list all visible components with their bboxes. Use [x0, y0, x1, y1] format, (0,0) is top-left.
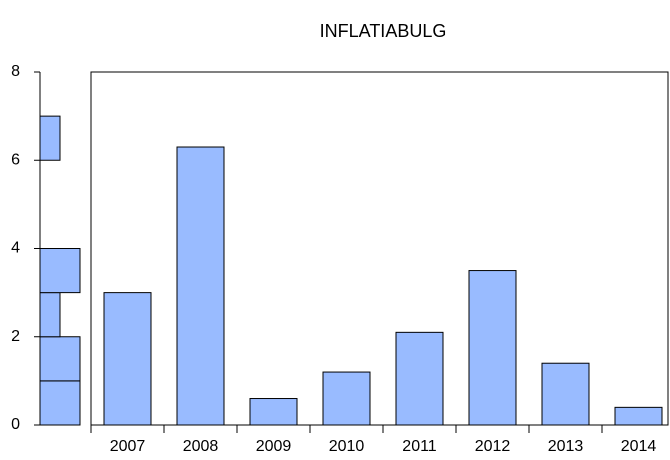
y-tick-label: 2 — [11, 328, 20, 345]
bar — [322, 371, 371, 426]
chart-title: INFLATIABULG — [320, 21, 447, 41]
x-tick-label: 2010 — [329, 438, 365, 455]
bar — [249, 398, 298, 426]
bar — [468, 270, 517, 426]
plot-frame — [90, 71, 669, 426]
bar — [541, 362, 590, 426]
y-tick-label: 8 — [11, 63, 20, 80]
bar — [614, 406, 663, 426]
x-tick-label: 2008 — [183, 438, 219, 455]
x-tick-label: 2007 — [110, 438, 146, 455]
bar — [395, 331, 444, 426]
histogram-bar — [39, 115, 61, 161]
histogram-bar — [39, 336, 81, 382]
x-tick-label: 2014 — [621, 438, 657, 455]
bar — [103, 292, 152, 426]
x-tick-label: 2009 — [256, 438, 292, 455]
histogram-bar — [39, 292, 61, 338]
y-tick-label: 4 — [11, 240, 20, 257]
histogram-bar — [39, 380, 81, 426]
bar — [176, 146, 225, 426]
histogram-bar — [39, 248, 81, 294]
x-tick-label: 2011 — [402, 438, 437, 455]
y-tick-label: 6 — [11, 151, 20, 168]
y-tick-label: 0 — [11, 416, 20, 433]
x-tick-label: 2012 — [475, 438, 511, 455]
x-tick-label: 2013 — [548, 438, 584, 455]
